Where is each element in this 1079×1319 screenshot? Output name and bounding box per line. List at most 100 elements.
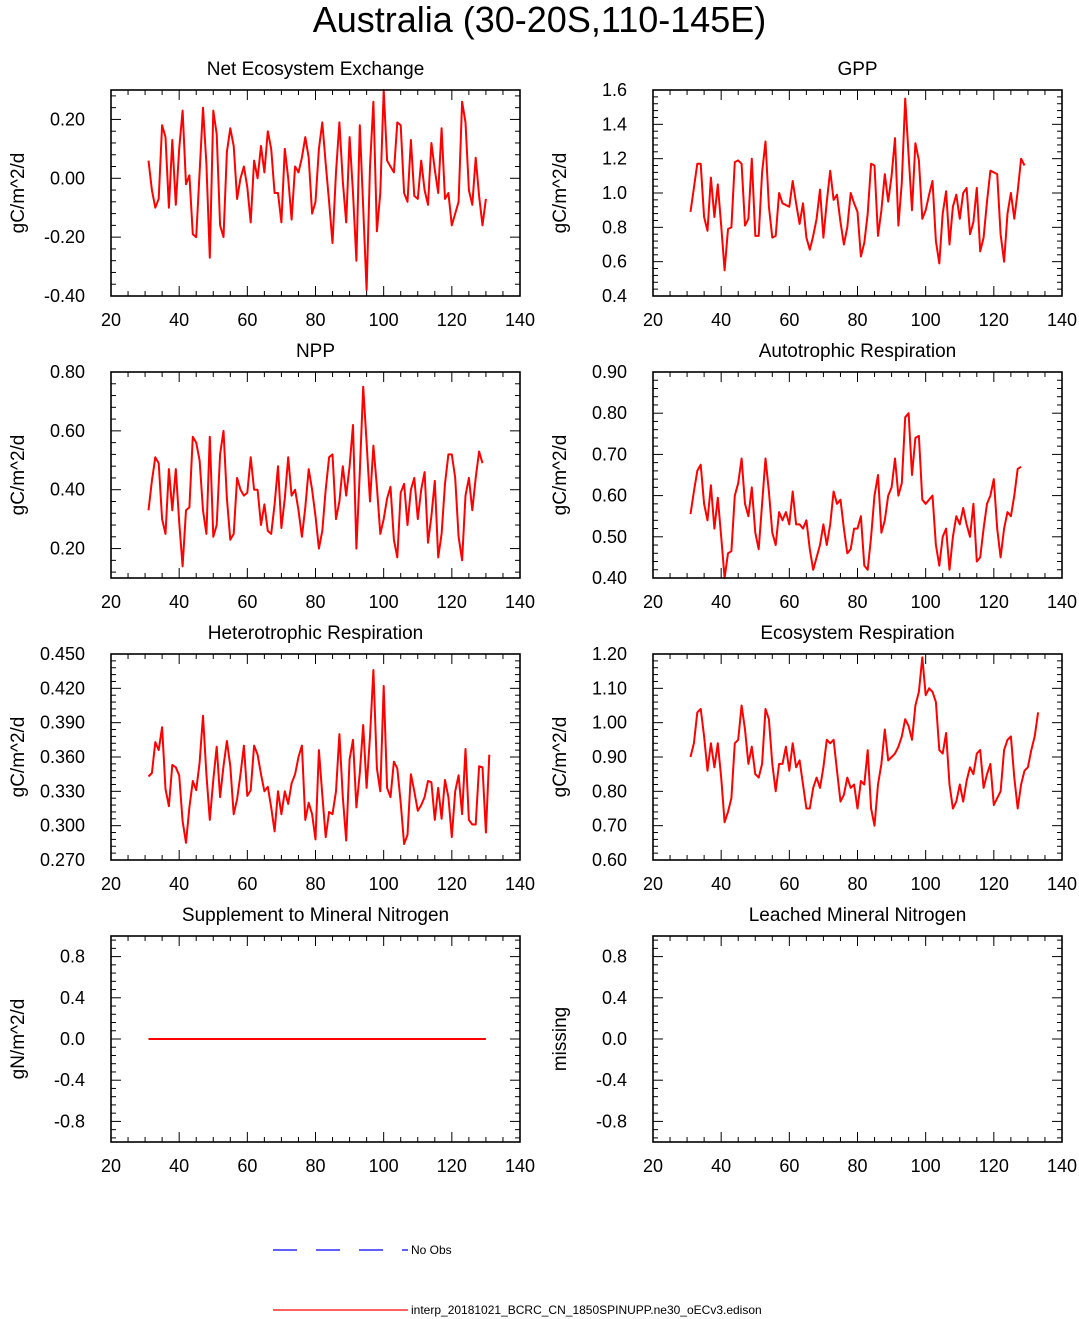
x-tick-label: 100: [911, 1156, 941, 1176]
series-line-model: [689, 412, 1022, 579]
panel-net-ecosystem-exchange: Net Ecosystem Exchange gC/m^2/d 20 40 60 80 10…: [8, 59, 535, 330]
y-tick-label: 0.80: [50, 362, 85, 382]
x-tick-label: 100: [369, 592, 399, 612]
y-tick-label: -0.4: [596, 1070, 627, 1090]
plot-frame: [110, 935, 521, 1143]
x-tick-label: 20: [101, 874, 121, 894]
y-tick-label: -0.20: [44, 227, 85, 247]
y-tick-label: 0.4: [602, 988, 627, 1008]
x-tick-label: 140: [1047, 592, 1077, 612]
x-tick-label: 40: [711, 592, 731, 612]
x-tick-label: 120: [979, 1156, 1009, 1176]
x-tick-label: 40: [169, 1156, 189, 1176]
legend-obs-label: No Obs: [411, 1243, 452, 1257]
y-tick-label: 0.4: [602, 286, 627, 306]
y-tick-label: 0.40: [592, 568, 627, 588]
y-tick-label: 0.90: [592, 747, 627, 767]
series-line-model: [689, 656, 1040, 827]
x-tick-label: 140: [505, 1156, 535, 1176]
panel-npp: NPP gC/m^2/d 20 40 60 80 100 120 140 0.20 0.40 0.60…: [8, 341, 535, 612]
y-tick-label: 1.4: [602, 114, 627, 134]
figure-title: Australia (30-20S,110-145E): [312, 0, 767, 40]
legend: No Obs interp_20181021_BCRC_CN_1850SPINU…: [273, 1243, 762, 1317]
y-tick-label: 1.20: [592, 644, 627, 664]
panel-title: Net Ecosystem Exchange: [207, 59, 425, 80]
plot-frame: [110, 653, 521, 861]
x-tick-label: 20: [101, 592, 121, 612]
y-tick-label: 0.300: [40, 816, 85, 836]
y-tick-label: 0.40: [50, 480, 85, 500]
y-tick-label: 0.450: [40, 644, 85, 664]
y-tick-label: 0.8: [60, 947, 85, 967]
panel-title: Autotrophic Respiration: [759, 341, 957, 362]
x-tick-label: 140: [1047, 874, 1077, 894]
y-tick-label: -0.8: [596, 1111, 627, 1131]
x-tick-label: 40: [169, 310, 189, 330]
panel-title: Heterotrophic Respiration: [208, 623, 423, 644]
y-tick-label: 0.420: [40, 678, 85, 698]
x-tick-label: 80: [305, 1156, 325, 1176]
panel-title: GPP: [837, 59, 877, 80]
x-tick-label: 40: [711, 1156, 731, 1176]
y-tick-label: 0.360: [40, 747, 85, 767]
x-tick-label: 100: [369, 1156, 399, 1176]
panel-title: Supplement to Mineral Nitrogen: [182, 905, 449, 926]
x-tick-label: 120: [979, 592, 1009, 612]
x-tick-label: 40: [711, 310, 731, 330]
y-tick-label: 0.270: [40, 850, 85, 870]
y-tick-label: 0.90: [592, 362, 627, 382]
y-tick-label: 1.6: [602, 80, 627, 100]
x-tick-label: 80: [847, 1156, 867, 1176]
y-axis-label: gN/m^2/d: [8, 999, 29, 1080]
y-tick-label: 0.70: [592, 816, 627, 836]
x-tick-label: 80: [305, 592, 325, 612]
y-axis-label: gC/m^2/d: [8, 435, 29, 516]
x-tick-label: 60: [237, 310, 257, 330]
y-axis-label: gC/m^2/d: [550, 153, 571, 234]
y-tick-label: 0.390: [40, 713, 85, 733]
x-tick-label: 140: [505, 592, 535, 612]
x-tick-label: 40: [169, 874, 189, 894]
x-tick-label: 140: [505, 874, 535, 894]
series-line-model: [147, 385, 484, 568]
x-tick-label: 20: [643, 592, 663, 612]
y-tick-label: 0.6: [602, 252, 627, 272]
plot-frame: [652, 935, 1063, 1143]
y-tick-label: 1.00: [592, 713, 627, 733]
x-tick-label: 60: [779, 310, 799, 330]
x-tick-label: 20: [643, 874, 663, 894]
y-tick-label: 0.8: [602, 947, 627, 967]
series-line-model: [147, 89, 487, 292]
panel-title: NPP: [296, 341, 335, 362]
x-tick-label: 100: [369, 310, 399, 330]
plot-frame: [652, 653, 1063, 861]
legend-model-label: interp_20181021_BCRC_CN_1850SPINUPP.ne30…: [411, 1303, 762, 1317]
x-tick-label: 80: [847, 874, 867, 894]
x-tick-label: 100: [911, 874, 941, 894]
y-tick-label: 0.00: [50, 168, 85, 188]
x-tick-label: 60: [237, 874, 257, 894]
y-tick-label: -0.8: [54, 1111, 85, 1131]
y-axis-label: gC/m^2/d: [8, 717, 29, 798]
panel-heterotrophic-respiration: Heterotrophic Respiration gC/m^2/d 20 40 60 8…: [8, 623, 535, 894]
x-tick-label: 40: [711, 874, 731, 894]
x-tick-label: 60: [237, 1156, 257, 1176]
plot-frame: [652, 371, 1063, 579]
panel-ecosystem-respiration: Ecosystem Respiration gC/m^2/d 20 40 60 80 100…: [550, 623, 1077, 894]
series-line-model: [689, 97, 1026, 272]
x-tick-label: 60: [779, 1156, 799, 1176]
series-line-model: [147, 669, 491, 845]
y-tick-label: 0.0: [602, 1029, 627, 1049]
x-tick-label: 120: [437, 1156, 467, 1176]
plot-frame: [110, 89, 521, 297]
panel-leached-mineral-nitrogen: Leached Mineral Nitrogen missing 20 40 60 80 1…: [550, 905, 1077, 1176]
x-tick-label: 100: [911, 592, 941, 612]
y-axis-label: missing: [550, 1007, 571, 1071]
y-axis-label: gC/m^2/d: [550, 717, 571, 798]
panels-group: Net Ecosystem Exchange gC/m^2/d 20 40 60 80 10…: [8, 59, 1077, 1176]
panel-gpp: GPP gC/m^2/d 20 40 60 80 100 120 140 0.4 0.6 0.8 1.0…: [550, 59, 1077, 330]
y-tick-label: 0.60: [592, 486, 627, 506]
x-tick-label: 120: [979, 310, 1009, 330]
y-tick-label: 1.0: [602, 183, 627, 203]
